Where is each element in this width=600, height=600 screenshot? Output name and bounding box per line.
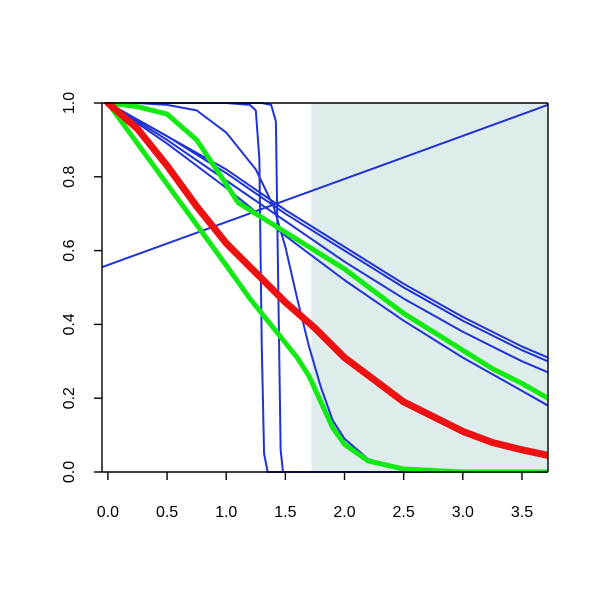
shaded-region [311, 103, 548, 472]
series-line-5 [106, 102, 548, 359]
y-tick-label-2: 0.4 [61, 313, 78, 335]
x-tick-label-0: 0.0 [97, 504, 119, 521]
plot-layer [102, 102, 548, 473]
y-tick-label-3: 0.6 [61, 239, 78, 261]
series-line-8 [106, 102, 548, 407]
x-tick-label-3: 1.5 [274, 504, 296, 521]
x-tick-label-1: 0.5 [156, 504, 178, 521]
y-tick-label-4: 0.8 [61, 166, 78, 188]
x-tick-label-4: 2.0 [333, 504, 355, 521]
series-line-6 [106, 102, 548, 363]
series-line-7 [106, 102, 548, 374]
series-line-2 [105, 102, 548, 401]
x-tick-label-5: 2.5 [393, 504, 415, 521]
series-line-1 [104, 102, 548, 459]
y-tick-label-1: 0.2 [61, 387, 78, 409]
y-tick-label-5: 1.0 [61, 92, 78, 114]
series-line-3 [105, 102, 548, 473]
x-tick-label-6: 3.0 [452, 504, 474, 521]
axes-layer: 0.0 0.5 1.0 1.5 2.0 2.5 3.0 3.5 0.0 0.2 0.4 0.6 0.8 1… [61, 92, 549, 521]
series-line-4 [102, 103, 548, 269]
x-tick-label-2: 1.0 [215, 504, 237, 521]
y-tick-label-0: 0.0 [61, 461, 78, 483]
x-tick-label-7: 3.5 [511, 504, 533, 521]
